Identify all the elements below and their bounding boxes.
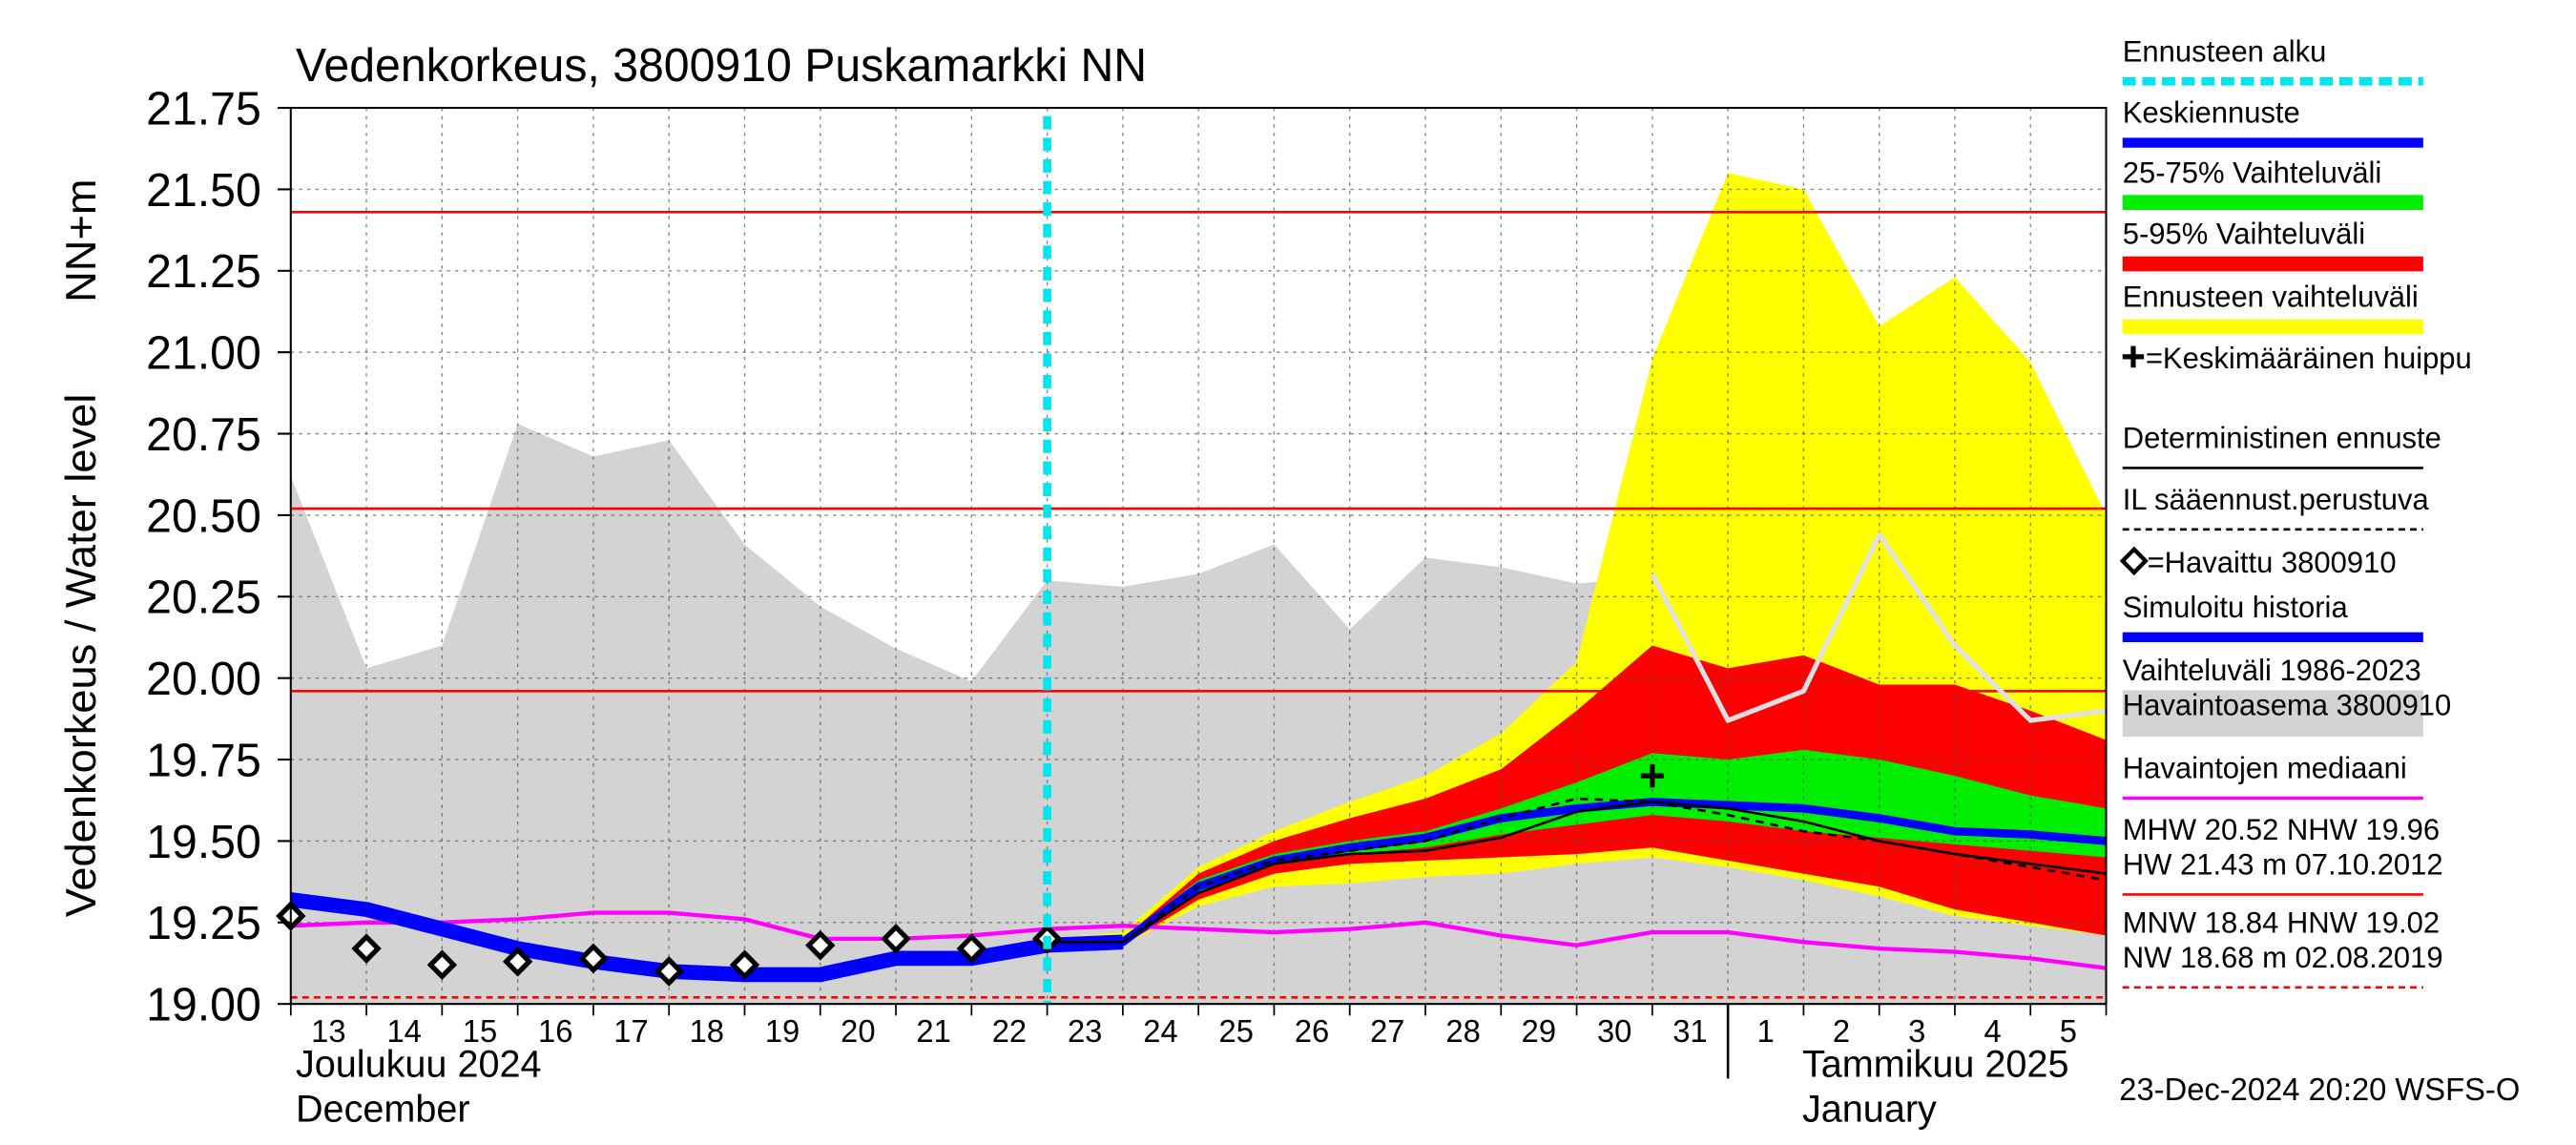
legend-label: Simuloitu historia — [2123, 591, 2349, 624]
legend-label: Ennusteen alku — [2123, 34, 2327, 68]
y-axis-unit: NN+m — [56, 178, 105, 302]
observed-point — [426, 949, 458, 981]
y-tick-label: 20.25 — [146, 572, 261, 623]
x-tick-label: 22 — [992, 1013, 1027, 1049]
series-line — [290, 910, 2107, 970]
legend-item: Simuloitu historia — [2123, 591, 2423, 643]
y-tick-label: 21.25 — [146, 246, 261, 298]
observed-point — [881, 924, 911, 954]
legend-item: Havaintojen mediaani — [2123, 752, 2423, 801]
legend-item: Ennusteen vaihteluväli — [2123, 281, 2423, 335]
y-tick-label: 21.00 — [146, 327, 261, 379]
legend-marker — [2119, 546, 2149, 576]
y-tick-label: 20.50 — [146, 490, 261, 542]
month-label: January — [1802, 1088, 1937, 1130]
x-tick-label: 2 — [1833, 1013, 1850, 1049]
legend-label: =Havaittu 3800910 — [2148, 546, 2397, 579]
x-tick-label: 15 — [463, 1013, 497, 1049]
y-axis-label: Vedenkorkeus / Water level — [56, 394, 105, 918]
legend-item: Keskiennuste — [2123, 96, 2423, 148]
series-line — [289, 892, 1124, 983]
legend-item: Deterministinen ennuste — [2123, 421, 2441, 469]
y-tick-label: 20.00 — [146, 654, 261, 705]
x-tick-label: 31 — [1672, 1013, 1707, 1049]
x-tick-label: 24 — [1143, 1013, 1177, 1049]
legend-label: Deterministinen ennuste — [2123, 421, 2441, 454]
y-tick-label: 21.50 — [146, 165, 261, 217]
legend-label: Vaihteluväli 1986-2023 — [2123, 654, 2421, 687]
month-label: Tammikuu 2025 — [1802, 1044, 2069, 1086]
legend-item: 5-95% Vaihteluväli — [2123, 218, 2423, 272]
month-label: Joulukuu 2024 — [296, 1044, 542, 1086]
chart-title: Vedenkorkeus, 3800910 Puskamarkki NN — [296, 40, 1147, 92]
x-tick-label: 16 — [538, 1013, 572, 1049]
x-tick-label: 20 — [841, 1013, 875, 1049]
footer: 23-Dec-2024 20:20 WSFS-O — [2119, 1072, 2520, 1107]
observed-point — [805, 929, 836, 961]
legend-label: 25-75% Vaihteluväli — [2123, 156, 2382, 189]
legend-label: MNW 18.84 HNW 19.02 — [2123, 906, 2440, 939]
legend-label: IL sääennust.perustuva — [2123, 483, 2430, 516]
legend-label: Keskiennuste — [2123, 96, 2300, 130]
legend-item: =Keskimääräinen huippu — [2122, 342, 2472, 375]
month-label: December — [296, 1088, 470, 1130]
forecast-band — [1047, 749, 2107, 943]
legend-label: Ennusteen vaihteluväli — [2123, 281, 2419, 314]
legend-item: =Havaittu 3800910 — [2119, 546, 2397, 579]
y-tick-label: 19.50 — [146, 817, 261, 868]
x-tick-label: 17 — [613, 1013, 648, 1049]
x-tick-label: 14 — [386, 1013, 421, 1049]
x-tick-label: 23 — [1068, 1013, 1102, 1049]
observed-point — [654, 956, 684, 987]
peak-marker — [1640, 763, 1664, 788]
legend-item: Vaihteluväli 1986-2023 Havaintoasema 380… — [2122, 654, 2452, 738]
x-tick-label: 29 — [1522, 1013, 1556, 1049]
legend-item: 25-75% Vaihteluväli — [2123, 156, 2423, 210]
x-tick-label: 26 — [1295, 1013, 1329, 1049]
x-tick-label: 1 — [1757, 1013, 1775, 1049]
series-line — [1650, 531, 2107, 723]
observed-point — [956, 933, 987, 964]
legend-item: IL sääennust.perustuva — [2123, 483, 2430, 531]
legend-swatch — [2122, 690, 2423, 738]
x-tick-label: 3 — [1908, 1013, 1925, 1049]
x-tick-label: 19 — [765, 1013, 800, 1049]
observed-point — [729, 949, 760, 981]
x-tick-label: 5 — [2060, 1013, 2077, 1049]
y-tick-label: 21.75 — [146, 83, 261, 135]
observed-point — [502, 946, 533, 977]
x-tick-label: 30 — [1597, 1013, 1631, 1049]
legend-label: MHW 20.52 NHW 19.96 — [2123, 813, 2440, 846]
series-line — [1047, 797, 2107, 944]
y-tick-label: 20.75 — [146, 409, 261, 461]
legend-label: NW 18.68 m 02.08.2019 — [2123, 941, 2443, 974]
y-tick-label: 19.00 — [146, 979, 261, 1030]
x-tick-label: 25 — [1219, 1013, 1254, 1049]
x-tick-label: 27 — [1370, 1013, 1404, 1049]
legend-label: HW 21.43 m 07.10.2012 — [2123, 847, 2443, 881]
legend-label: 5-95% Vaihteluväli — [2123, 218, 2365, 251]
legend-item: Ennusteen alku — [2123, 34, 2423, 86]
legend-label: =Keskimääräinen huippu — [2146, 342, 2472, 375]
y-tick-label: 19.25 — [146, 898, 261, 949]
x-tick-label: 4 — [1984, 1013, 2001, 1049]
legend-label: Havaintoasema 3800910 — [2123, 688, 2452, 721]
x-tick-label: 18 — [690, 1013, 724, 1049]
x-tick-label: 21 — [916, 1013, 950, 1049]
observed-point — [351, 933, 382, 964]
x-tick-label: 13 — [311, 1013, 345, 1049]
x-tick-label: 28 — [1445, 1013, 1480, 1049]
series-line — [1047, 801, 2107, 944]
observed-point — [578, 943, 609, 974]
y-tick-label: 19.75 — [146, 735, 261, 786]
legend-label: Havaintojen mediaani — [2123, 752, 2407, 785]
legend-marker — [2122, 345, 2145, 368]
